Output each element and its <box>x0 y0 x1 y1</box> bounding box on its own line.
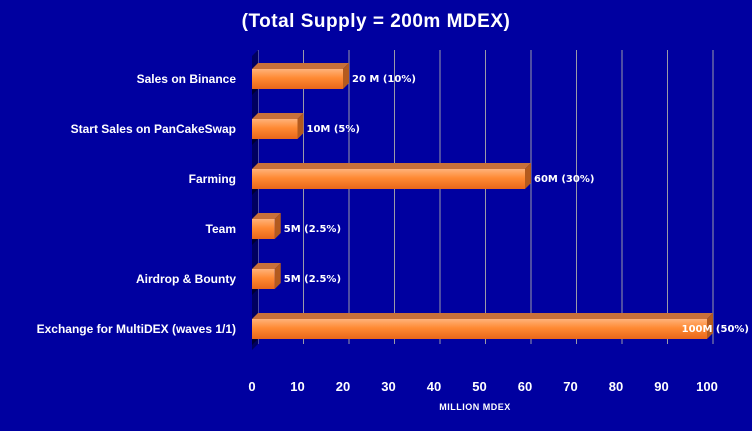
x-tick-20: 20 <box>336 379 350 394</box>
bar-sales-on-binance: 20 M (10%) <box>252 63 416 95</box>
category-label-exchange-for-multidex-waves-1-1: Exchange for MultiDEX (waves 1/1) <box>37 322 236 336</box>
bars: 20 M (10%) 10M (5%) 60M (30%) 5M (2.5%) 5M (… <box>252 63 749 345</box>
data-label-farming: 60M (30%) <box>534 174 594 185</box>
x-axis-label: MILLION MDEX <box>439 402 511 412</box>
category-label-team: Team <box>206 222 236 236</box>
data-label-exchange-for-multidex-waves-1-1: 100M (50%) <box>682 324 749 335</box>
x-tick-10: 10 <box>290 379 304 394</box>
category-label-start-sales-on-pancakeswap: Start Sales on PanCakeSwap <box>71 122 236 136</box>
x-tick-60: 60 <box>518 379 532 394</box>
x-tick-70: 70 <box>563 379 577 394</box>
data-label-sales-on-binance: 20 M (10%) <box>352 74 416 85</box>
chart-title: (Total Supply = 200m MDEX) <box>242 11 511 32</box>
bar-start-sales-on-pancakeswap: 10M (5%) <box>252 113 360 145</box>
bar-exchange-for-multidex-waves-1-1: 100M (50%) <box>252 313 749 345</box>
data-label-start-sales-on-pancakeswap: 10M (5%) <box>307 124 360 135</box>
bar-farming: 60M (30%) <box>252 163 594 195</box>
x-tick-50: 50 <box>472 379 486 394</box>
bar-airdrop-bounty: 5M (2.5%) <box>252 263 341 295</box>
category-label-airdrop-bounty: Airdrop & Bounty <box>136 272 236 286</box>
x-tick-40: 40 <box>427 379 441 394</box>
x-tick-100: 100 <box>696 379 718 394</box>
category-label-sales-on-binance: Sales on Binance <box>137 72 237 86</box>
data-label-team: 5M (2.5%) <box>284 224 341 235</box>
bar-team: 5M (2.5%) <box>252 213 341 245</box>
category-labels: Sales on Binance Start Sales on PanCakeSw… <box>37 72 237 336</box>
x-tick-0: 0 <box>248 379 255 394</box>
category-label-farming: Farming <box>189 172 236 186</box>
x-tick-30: 30 <box>381 379 395 394</box>
x-tick-90: 90 <box>654 379 668 394</box>
x-tick-labels: 0 10 20 30 40 50 60 70 80 90 100 <box>248 379 717 394</box>
x-tick-80: 80 <box>609 379 623 394</box>
grid-lines <box>252 50 714 350</box>
left-wall <box>252 50 258 350</box>
data-label-airdrop-bounty: 5M (2.5%) <box>284 274 341 285</box>
